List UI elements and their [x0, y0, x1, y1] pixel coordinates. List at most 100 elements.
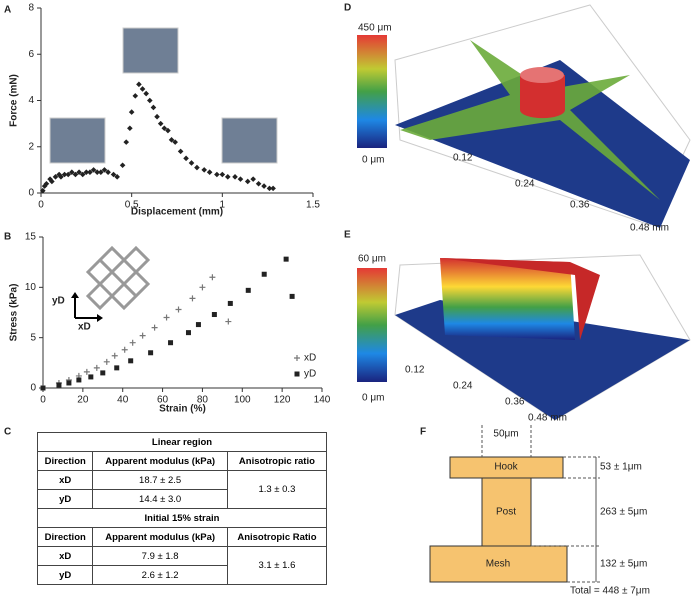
x-tick-label: 100	[234, 395, 251, 406]
legend-label: xD	[304, 353, 316, 364]
table-row: Linear region	[37, 432, 327, 452]
axis-label: 0.24	[515, 179, 535, 190]
point	[172, 139, 178, 145]
point	[261, 271, 267, 277]
point	[76, 169, 82, 175]
point	[237, 176, 244, 182]
table-row: Initial 15% strain	[37, 508, 327, 528]
part-label: Hook	[494, 462, 518, 473]
point	[189, 295, 196, 302]
inset-label: xD	[78, 322, 91, 333]
direction-arrows	[74, 295, 100, 319]
panel-label: F	[420, 427, 426, 438]
y-tick-label: 10	[25, 282, 37, 293]
table-cell: Direction	[36, 527, 94, 547]
axis-label: 0.12	[453, 153, 473, 164]
point	[227, 300, 233, 306]
table-cell: 14.4 ± 3.0	[92, 489, 228, 509]
table-cell: xD	[36, 470, 94, 490]
point	[163, 314, 170, 321]
point	[79, 171, 86, 178]
x-tick-label: 1	[220, 200, 226, 211]
point	[283, 256, 289, 262]
y-tick-label: 5	[30, 332, 36, 343]
table-cell: Anisotropic ratio	[226, 451, 328, 471]
point	[123, 139, 130, 145]
point	[185, 330, 191, 336]
x-axis-label: Displacement (mm)	[131, 207, 223, 218]
point	[105, 169, 111, 175]
panel-label: E	[344, 230, 351, 241]
part-dimension: 132 ± 5μm	[600, 559, 647, 570]
point	[194, 164, 200, 171]
point	[90, 167, 97, 173]
legend-label: yD	[304, 369, 316, 380]
point	[40, 385, 46, 391]
point	[195, 322, 201, 328]
point	[66, 380, 72, 386]
y-tick-label: 2	[28, 141, 34, 152]
mesh-inset	[85, 245, 151, 311]
y-tick-label: 0	[30, 383, 36, 394]
axis-label: 0.24	[453, 381, 473, 392]
arrow-heads	[71, 292, 103, 322]
point	[65, 171, 71, 178]
table-cell: xD	[36, 546, 94, 566]
table-cell: 7.9 ± 1.8	[92, 546, 228, 566]
point	[214, 171, 220, 178]
y-axis-label: Stress (kPa)	[9, 284, 20, 342]
surface-d	[357, 4, 691, 228]
point	[250, 176, 256, 182]
point	[129, 339, 136, 346]
point	[61, 171, 68, 178]
point	[101, 167, 108, 173]
part-label: Post	[496, 507, 516, 518]
photo	[221, 117, 278, 164]
point	[219, 171, 226, 178]
table-cell: 2.6 ± 1.2	[92, 565, 228, 585]
scale-min: 0 μm	[362, 393, 384, 404]
x-tick-label: 0	[38, 200, 44, 211]
point	[87, 169, 93, 175]
point	[127, 125, 133, 132]
table: Linear region Direction Apparent modulus (…	[36, 432, 328, 585]
table-cell: Apparent modulus (kPa)	[92, 527, 228, 547]
table-row: Direction Apparent modulus (kPa) Anisotrop…	[36, 451, 328, 471]
point	[40, 187, 46, 194]
point	[83, 368, 90, 375]
x-tick-label: 80	[197, 395, 209, 406]
point	[128, 358, 134, 364]
part-dimension: 263 ± 5μm	[600, 507, 647, 518]
point	[98, 169, 104, 175]
point	[93, 364, 100, 371]
table-row: yD 2.6 ± 1.2	[36, 565, 327, 585]
point	[199, 284, 206, 291]
axis-label: 0.48 mm	[528, 413, 567, 424]
width-label: 50μm	[493, 429, 518, 440]
x-tick-label: 0	[40, 395, 46, 406]
point	[110, 171, 117, 178]
table-cell: Direction	[36, 451, 94, 471]
point	[225, 318, 232, 325]
point	[168, 137, 175, 143]
part-dimension: 53 ± 1μm	[600, 462, 642, 473]
point	[94, 169, 101, 175]
point	[255, 180, 262, 187]
point	[52, 174, 59, 180]
point	[128, 109, 135, 115]
point	[261, 183, 267, 189]
point	[139, 86, 146, 92]
point	[232, 174, 238, 180]
x-tick-label: 120	[274, 395, 291, 406]
y-tick-label: 4	[28, 95, 34, 106]
point	[206, 169, 213, 175]
point	[49, 178, 55, 185]
point	[154, 113, 160, 120]
axis-label: 0.12	[405, 365, 425, 376]
table-cell: Initial 15% strain	[37, 508, 327, 528]
x-tick-label: 60	[157, 395, 169, 406]
point	[121, 346, 128, 353]
point	[148, 350, 154, 356]
device-diagram	[429, 456, 568, 583]
